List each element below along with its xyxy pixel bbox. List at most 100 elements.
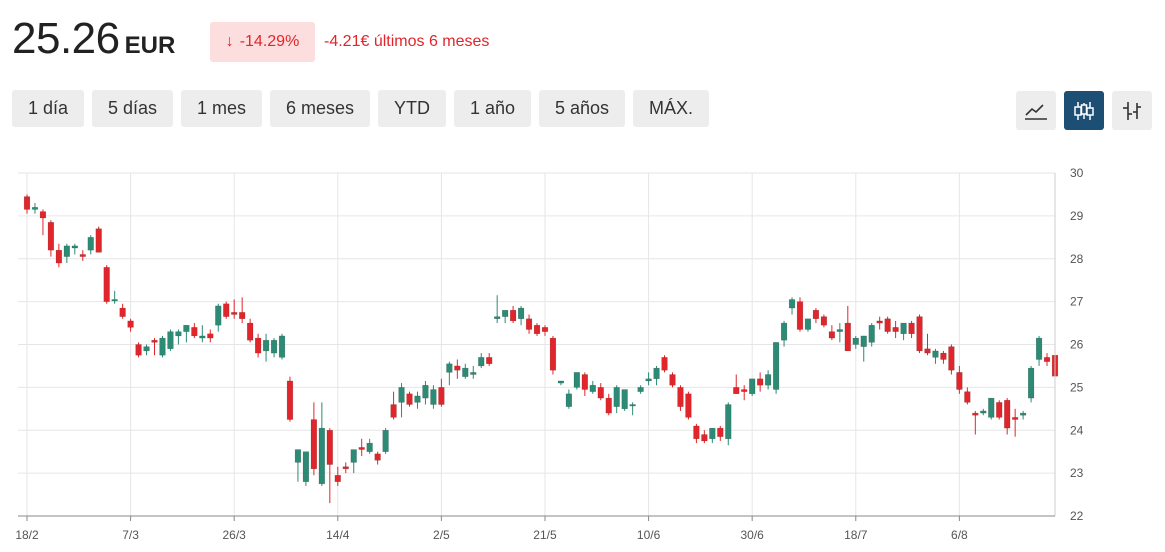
candle bbox=[1012, 408, 1019, 437]
range-5-years-button[interactable]: 5 años bbox=[539, 90, 625, 127]
candlestick-chart-button[interactable] bbox=[1064, 91, 1104, 130]
candle bbox=[709, 427, 716, 444]
range-1-year-button[interactable]: 1 año bbox=[454, 90, 531, 127]
x-tick-label: 30/6 bbox=[740, 528, 764, 542]
candle bbox=[1043, 353, 1051, 366]
candle-body bbox=[932, 350, 939, 358]
candle bbox=[382, 428, 389, 454]
candle bbox=[605, 393, 612, 416]
chart-candles bbox=[23, 194, 1059, 504]
chart-axes: 22 23 24 25 26 27 28 29 30 18/2 7/3 26/3 14/4 2/5 21/5… bbox=[15, 166, 1083, 542]
candle-body bbox=[916, 316, 923, 352]
candle-body bbox=[605, 397, 612, 414]
candle-body bbox=[804, 318, 812, 330]
candle-body bbox=[621, 389, 628, 410]
candle-body bbox=[1043, 357, 1051, 362]
candle-body bbox=[876, 320, 883, 324]
range-ytd-button[interactable]: YTD bbox=[378, 90, 446, 127]
candle-body bbox=[733, 387, 740, 395]
candle-body bbox=[852, 337, 859, 345]
candle-body bbox=[693, 425, 700, 440]
candle bbox=[111, 290, 118, 304]
candle bbox=[836, 323, 843, 343]
candle-body bbox=[764, 374, 772, 386]
candle-body bbox=[988, 397, 995, 418]
candle bbox=[334, 466, 341, 486]
candlestick-chart-icon bbox=[1074, 101, 1094, 120]
candle bbox=[286, 376, 294, 422]
candle bbox=[454, 359, 461, 379]
candle bbox=[406, 391, 413, 407]
candle bbox=[980, 408, 987, 416]
candle-body bbox=[597, 387, 604, 399]
candle bbox=[159, 335, 166, 358]
candle-body bbox=[55, 249, 62, 264]
candle-body bbox=[278, 335, 286, 358]
range-6-months-button[interactable]: 6 meses bbox=[270, 90, 370, 127]
price-currency: EUR bbox=[124, 32, 176, 59]
candle bbox=[438, 378, 445, 407]
candle-body bbox=[661, 357, 668, 371]
candle-body bbox=[940, 352, 947, 360]
candle bbox=[701, 430, 708, 444]
candle bbox=[95, 226, 102, 253]
candle bbox=[366, 438, 373, 454]
candle-body bbox=[127, 320, 134, 328]
candle bbox=[87, 235, 94, 255]
candle-body bbox=[39, 211, 47, 219]
candle bbox=[669, 372, 676, 388]
candle-body bbox=[541, 327, 549, 332]
candle bbox=[517, 305, 525, 326]
candle-body bbox=[223, 303, 230, 317]
range-5-days-button[interactable]: 5 días bbox=[92, 90, 173, 127]
candle bbox=[629, 402, 636, 416]
candle-body bbox=[980, 410, 987, 414]
candle bbox=[844, 305, 851, 352]
candle bbox=[900, 322, 907, 341]
candle bbox=[661, 355, 668, 373]
candle bbox=[852, 335, 859, 349]
range-max-button[interactable]: MÁX. bbox=[633, 90, 709, 127]
candle-body bbox=[159, 337, 166, 356]
candle-body bbox=[565, 393, 573, 407]
candle-body bbox=[525, 318, 533, 330]
candle bbox=[23, 194, 31, 214]
y-tick-label: 30 bbox=[1070, 166, 1084, 180]
candle-body bbox=[199, 335, 206, 339]
candle bbox=[717, 425, 724, 441]
candle bbox=[63, 243, 70, 264]
candle bbox=[828, 325, 835, 341]
candlestick-chart: 22 23 24 25 26 27 28 29 30 18/2 7/3 26/3 14/4 2/5 21/5… bbox=[15, 166, 1083, 542]
candle bbox=[677, 385, 684, 411]
candle-body bbox=[254, 337, 262, 354]
candle bbox=[1035, 335, 1043, 366]
x-tick-label: 10/6 bbox=[637, 528, 661, 542]
x-tick-label: 6/8 bbox=[951, 528, 968, 542]
line-chart-button[interactable] bbox=[1016, 91, 1056, 130]
candle-body bbox=[334, 475, 341, 482]
candle bbox=[127, 318, 134, 332]
x-tick-label: 21/5 bbox=[533, 528, 557, 542]
range-1-month-button[interactable]: 1 mes bbox=[181, 90, 262, 127]
candle-body bbox=[23, 196, 31, 210]
ohlc-chart-button[interactable] bbox=[1112, 91, 1152, 130]
candle-body bbox=[486, 357, 493, 365]
candle-body bbox=[262, 339, 270, 352]
candle-body bbox=[757, 378, 764, 386]
candle-body bbox=[374, 453, 381, 461]
candle bbox=[525, 314, 533, 334]
candle bbox=[310, 402, 318, 476]
candle bbox=[996, 400, 1003, 420]
candle-body bbox=[637, 387, 644, 392]
candle bbox=[541, 325, 549, 336]
candle-body bbox=[191, 327, 198, 337]
candle bbox=[645, 372, 652, 386]
candle-body bbox=[270, 339, 278, 354]
range-1-day-button[interactable]: 1 día bbox=[12, 90, 84, 127]
change-badge: ↓ -14.29% bbox=[210, 22, 315, 62]
candle-body bbox=[589, 384, 596, 392]
candle bbox=[55, 243, 62, 268]
candle bbox=[597, 383, 604, 401]
candle-body bbox=[749, 378, 756, 395]
candle bbox=[223, 301, 230, 319]
